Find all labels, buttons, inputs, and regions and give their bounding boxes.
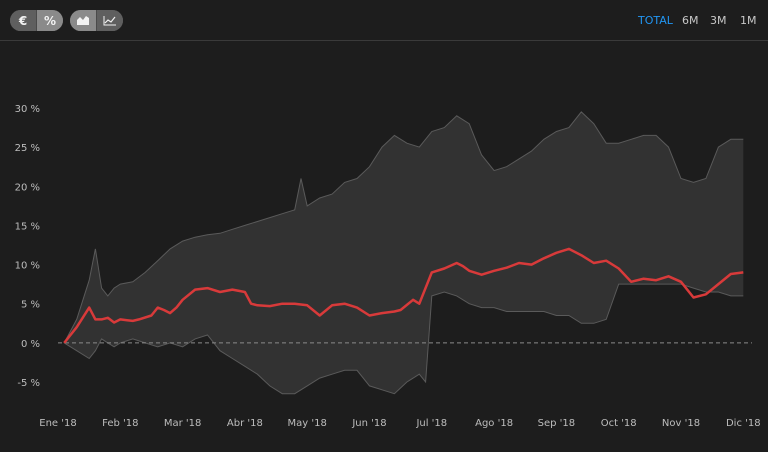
x-tick-label: Dic '18 xyxy=(726,418,761,429)
band-upper-edge xyxy=(63,111,744,344)
y-tick-label: 15 % xyxy=(15,221,40,232)
x-tick-label: Nov '18 xyxy=(662,418,700,429)
area-chart-icon xyxy=(77,16,89,25)
plot-area xyxy=(58,111,752,395)
return-line xyxy=(63,247,744,344)
chart-toolbar: € % TOTAL 6M 3M 1M xyxy=(0,0,768,40)
range-band xyxy=(64,111,744,394)
range-6m-button[interactable]: 6M xyxy=(682,14,699,27)
y-tick-label: 10 % xyxy=(15,261,40,272)
area-chart-button[interactable] xyxy=(70,10,96,31)
y-tick-label: -5 % xyxy=(17,378,40,389)
x-tick-label: Sep '18 xyxy=(538,418,576,429)
x-tick-label: Jul '18 xyxy=(415,418,447,429)
x-tick-label: Jun '18 xyxy=(351,418,386,429)
euro-button[interactable]: € xyxy=(10,10,36,31)
unit-toggle: € % xyxy=(10,10,63,31)
y-tick-label: 0 % xyxy=(21,339,40,350)
x-tick-label: Mar '18 xyxy=(164,418,202,429)
band-lower-edge xyxy=(63,283,744,395)
x-tick-label: May '18 xyxy=(288,418,327,429)
percent-button[interactable]: % xyxy=(36,10,63,31)
x-tick-label: Abr '18 xyxy=(227,418,263,429)
x-tick-label: Oct '18 xyxy=(601,418,637,429)
line-chart-icon xyxy=(103,16,116,26)
x-axis: Ene '18 Feb '18 Mar '18 Abr '18 May '18 Jun '… xyxy=(39,418,760,429)
range-3m-button[interactable]: 3M xyxy=(710,14,727,27)
y-axis: -5 % 0 % 5 % 10 % 15 % 20 % 25 % 30 % xyxy=(15,104,40,389)
toolbar-divider xyxy=(0,40,768,41)
range-1m-button[interactable]: 1M xyxy=(740,14,757,27)
x-tick-label: Ago '18 xyxy=(475,418,513,429)
line-chart-button[interactable] xyxy=(96,10,123,31)
y-tick-label: 20 % xyxy=(15,182,40,193)
range-total-button[interactable]: TOTAL xyxy=(638,14,673,27)
x-tick-label: Ene '18 xyxy=(39,418,76,429)
y-tick-label: 5 % xyxy=(21,300,40,311)
view-toggle xyxy=(70,10,123,31)
y-tick-label: 25 % xyxy=(15,143,40,154)
x-tick-label: Feb '18 xyxy=(102,418,138,429)
y-tick-label: 30 % xyxy=(15,104,40,115)
